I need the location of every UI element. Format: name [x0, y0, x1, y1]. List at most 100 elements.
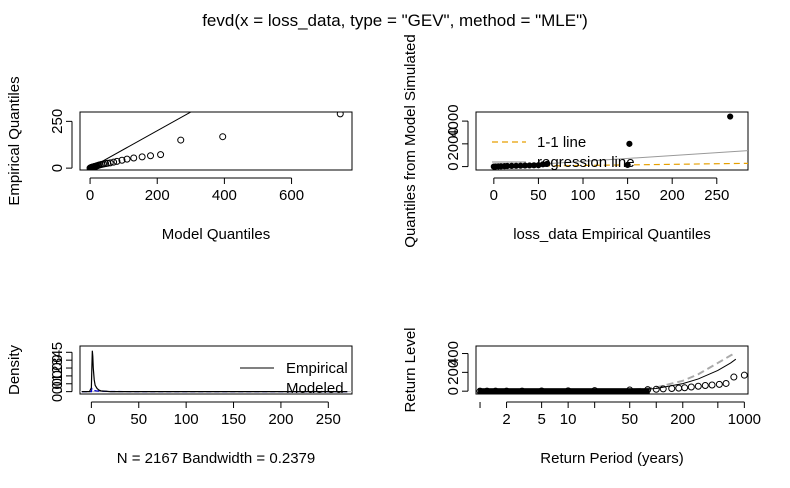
y-axis-title: Quantiles from Model Simulated	[402, 34, 419, 247]
data-point	[701, 382, 709, 390]
data-point	[336, 112, 344, 118]
y-tick-label: 0	[445, 387, 462, 395]
y-tick-label: 0.3	[49, 358, 66, 379]
density-plot-panel: 0 50 100 150 200 250 0.00.10.20.30.40.5 N = 216…	[6, 342, 353, 467]
x-axis-title: loss_data Empirical Quantiles	[513, 226, 711, 243]
data-point	[518, 387, 526, 394]
data-point	[624, 161, 631, 168]
y-tick-label: 0	[445, 162, 462, 170]
legend-label-1-1-line: 1-1 line	[537, 134, 586, 151]
y-tick-label: 0.5	[49, 342, 66, 363]
y-tick-label: 2000	[445, 127, 462, 160]
one-to-one-line	[85, 112, 192, 170]
y-tick-label: 200	[445, 360, 462, 385]
data-point	[113, 157, 121, 165]
qq-plot-panel: 0 200 400 600 0 250 Model Quantiles Empirical Q…	[6, 76, 353, 243]
data-layer	[476, 351, 748, 394]
data-layer	[80, 350, 352, 393]
data-point	[722, 379, 730, 387]
data-point	[591, 387, 599, 394]
x-tick-label: 100	[174, 411, 199, 428]
x-tick-label: 200	[268, 411, 293, 428]
x-tick-label: 50	[530, 187, 547, 204]
data-point	[687, 383, 695, 391]
empirical-points-dense-band	[478, 388, 650, 394]
x-tick-label: 150	[615, 187, 640, 204]
confidence-band-upper	[480, 351, 737, 393]
legend-label-regression-line: regression line	[537, 154, 635, 171]
y-tick-label: 0.4	[49, 350, 66, 371]
data-point	[492, 387, 500, 394]
data-point	[626, 140, 633, 147]
legend-label-modeled: Modeled	[286, 380, 344, 397]
y-tick-label: 0.1	[49, 373, 66, 394]
data-point	[483, 387, 491, 394]
data-point	[715, 380, 723, 388]
data-point	[730, 373, 738, 381]
data-point	[219, 133, 227, 141]
x-tick-label: 400	[212, 187, 237, 204]
x-tick-label: 200	[660, 187, 685, 204]
legend-label-empirical: Empirical	[286, 360, 348, 377]
y-tick-label: 250	[49, 109, 66, 134]
x-tick-label: 2	[502, 411, 510, 428]
data-point	[538, 387, 546, 394]
plot-frame	[475, 111, 749, 171]
plot-frame	[79, 345, 353, 395]
data-point	[106, 159, 114, 167]
data-point	[177, 136, 185, 144]
x-tick-label: 250	[316, 411, 341, 428]
x-tick-label: 150	[221, 411, 246, 428]
data-point	[138, 153, 146, 161]
data-point	[626, 386, 634, 394]
data-point	[659, 385, 667, 393]
x-axis-title: N = 2167 Bandwidth = 0.2379	[117, 450, 316, 467]
data-point	[681, 384, 689, 392]
plot-frame	[475, 345, 749, 395]
data-point	[123, 155, 131, 163]
x-tick-label: 600	[279, 187, 304, 204]
y-tick-label: 0.0	[49, 381, 66, 402]
plot-frame	[79, 111, 353, 171]
x-tick-label: 0	[86, 187, 94, 204]
x-tick-label: 1000	[728, 411, 761, 428]
y-axis-title: Empirical Quantiles	[6, 76, 23, 205]
x-tick-label: 5	[537, 411, 545, 428]
x-tick-label: 0	[87, 411, 95, 428]
y-tick-label: 4000	[445, 104, 462, 137]
data-point	[694, 382, 702, 390]
x-tick-label: 200	[670, 411, 695, 428]
figure-title: fevd(x = loss_data, type = "GEV", method…	[202, 11, 588, 30]
x-tick-label: 50	[130, 411, 147, 428]
x-axis-title: Model Quantiles	[162, 226, 270, 243]
data-point	[708, 381, 716, 389]
data-point	[675, 384, 683, 392]
data-point	[564, 387, 572, 394]
x-tick-label: 10	[560, 411, 577, 428]
y-tick-label: 0.2	[49, 365, 66, 386]
y-axis-title: Return Level	[402, 327, 419, 412]
data-point	[130, 154, 138, 162]
data-layer	[85, 112, 344, 170]
data-point	[644, 386, 652, 394]
x-tick-label: 50	[621, 411, 638, 428]
data-point	[727, 113, 734, 120]
data-point	[157, 151, 165, 159]
data-layer	[490, 113, 748, 170]
x-tick-label: 200	[145, 187, 170, 204]
data-point	[476, 387, 484, 394]
data-point	[118, 156, 126, 164]
data-point	[503, 387, 511, 394]
data-point	[147, 152, 155, 160]
y-axis-title: Density	[6, 344, 23, 395]
x-tick-label: 0	[490, 187, 498, 204]
y-tick-label: 0	[49, 164, 66, 172]
x-tick-label: 100	[571, 187, 596, 204]
data-point	[544, 160, 551, 167]
data-point	[668, 385, 676, 393]
data-point	[110, 158, 118, 166]
series-line-empirical	[81, 350, 348, 393]
